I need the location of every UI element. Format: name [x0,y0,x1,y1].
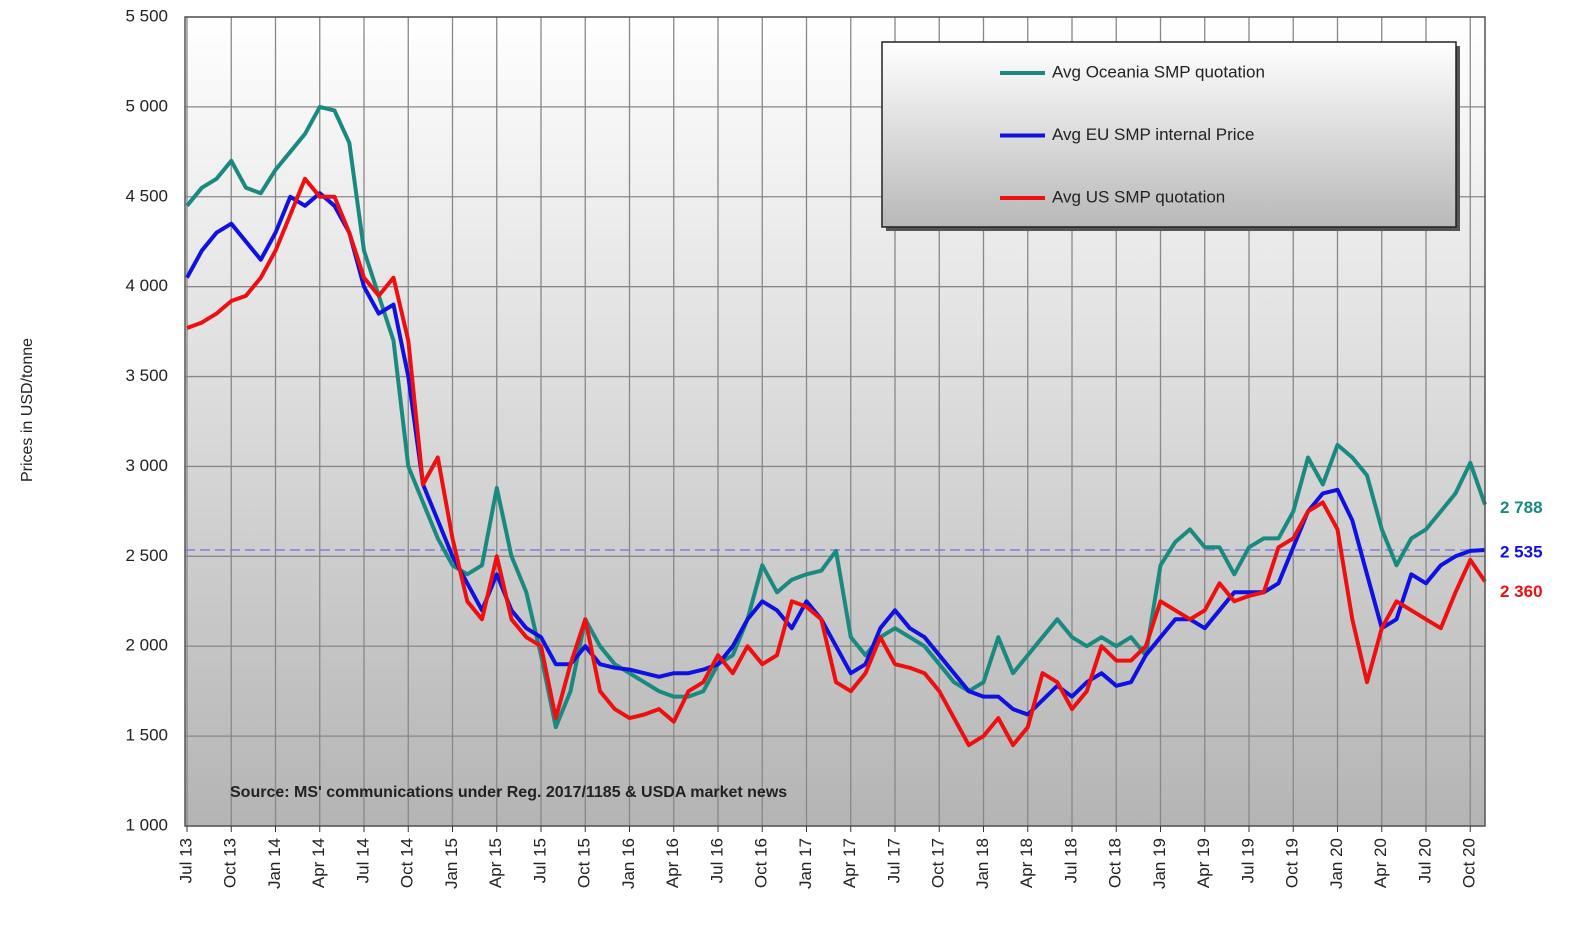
y-tick-label: 1 500 [125,726,168,745]
series-line [185,104,1487,730]
x-tick-label: Oct 19 [1283,838,1302,888]
x-tick-label: Oct 13 [221,838,240,888]
x-tick-label: Oct 17 [929,838,948,888]
x-tick-label: Jan 14 [265,838,284,889]
y-tick-label: 2 000 [125,636,168,655]
x-tick-label: Jul 15 [530,838,549,883]
x-tick-label: Jul 18 [1061,838,1080,883]
x-tick-label: Jan 15 [442,838,461,889]
legend-label: Avg Oceania SMP quotation [1052,62,1265,81]
x-tick-label: Oct 18 [1106,838,1125,888]
x-tick-label: Apr 17 [840,838,859,888]
x-tick-label: Oct 14 [398,838,417,888]
x-tick-label: Jul 17 [884,838,903,883]
y-tick-label: 1 000 [125,815,168,834]
x-tick-label: Apr 14 [309,838,328,888]
plot-frame [184,16,1486,827]
x-tick-label: Jul 13 [176,838,195,883]
y-tick-label: 4 000 [125,276,168,295]
y-tick-label: 2 500 [125,546,168,565]
legend [881,41,1457,228]
end-label: 2 360 [1500,582,1543,601]
x-tick-label: Jan 20 [1327,838,1346,889]
y-tick-label: 3 500 [125,366,168,385]
end-label: 2 535 [1500,543,1543,562]
x-tick-label: Jul 14 [353,838,372,883]
y-tick-label: 5 000 [125,96,168,115]
x-tick-label: Jan 18 [973,838,992,889]
end-label: 2 788 [1500,498,1543,517]
source-note: Source: MS' communications under Reg. 20… [230,784,787,801]
x-tick-label: Apr 19 [1194,838,1213,888]
x-tick-label: Jul 16 [707,838,726,883]
y-tick-label: 4 500 [125,186,168,205]
series-line [186,176,1487,748]
x-tick-label: Jan 17 [796,838,815,889]
x-tick-label: Jan 16 [619,838,638,889]
x-tick-label: Apr 16 [663,838,682,888]
series-line [185,191,1486,717]
y-tick-label: 3 000 [125,456,168,475]
x-tick-label: Apr 20 [1371,838,1390,888]
x-tick-label: Apr 15 [486,838,505,888]
y-tick-label: 5 500 [125,6,168,25]
x-tick-label: Oct 20 [1460,838,1479,888]
x-tick-label: Oct 16 [752,838,771,888]
legend-label: Avg US SMP quotation [1052,187,1225,206]
y-axis-label: Prices in USD/tonne [19,338,36,482]
x-tick-label: Jul 19 [1238,838,1257,883]
x-tick-label: Apr 18 [1017,838,1036,888]
x-tick-label: Jan 19 [1150,838,1169,889]
legend-label: Avg EU SMP internal Price [1052,125,1255,144]
x-tick-label: Oct 15 [575,838,594,888]
x-tick-label: Jul 20 [1415,838,1434,883]
